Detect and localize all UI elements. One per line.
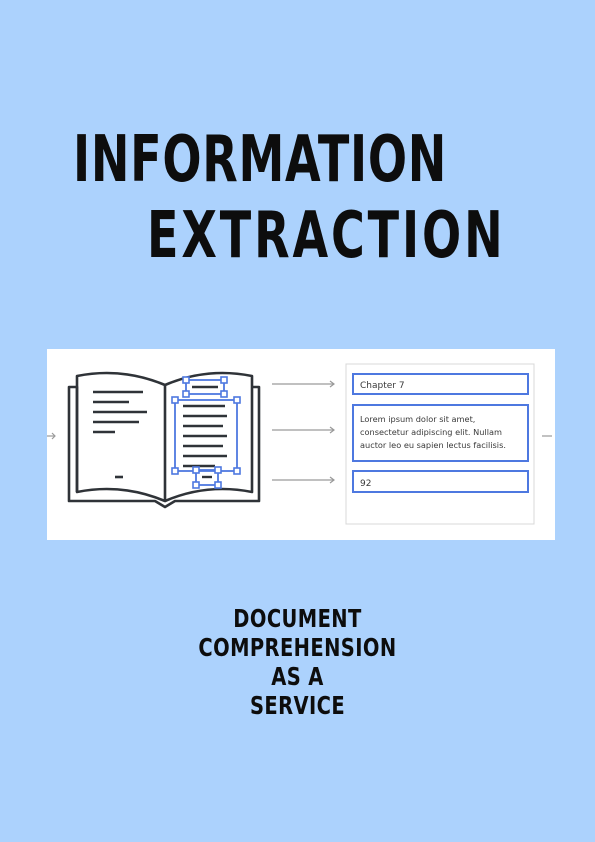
subtitle-line-4: SERVICE — [249, 691, 346, 720]
extracted-fields-card: Chapter 7 Lorem ipsum dolor sit amet, co… — [345, 363, 535, 525]
document-extraction-illustration: Chapter 7 Lorem ipsum dolor sit amet, co… — [47, 349, 555, 540]
selection-handles — [171, 376, 241, 489]
selection-box-page-number — [195, 469, 219, 486]
field-page-number-text: 92 — [360, 479, 371, 489]
title-line-1: INFORMATION — [73, 123, 448, 197]
subtitle-line-3: AS A — [271, 662, 324, 691]
field-heading-box — [352, 373, 529, 395]
field-body-line-2: consectetur adipiscing elit. Nullam — [360, 427, 502, 437]
field-body-box — [352, 404, 529, 462]
field-page-box — [352, 470, 529, 493]
title-line-2: EXTRACTION — [147, 199, 506, 273]
incoming-arrow-icon — [47, 432, 56, 440]
open-book-icon — [67, 371, 261, 509]
selection-box-body — [174, 399, 238, 472]
subtitle: DOCUMENT COMPREHENSION AS A SERVICE — [150, 604, 445, 720]
subtitle-line-2: COMPREHENSION — [198, 633, 397, 662]
field-body-line-3: auctor leo eu sapien lectus facilisis. — [360, 440, 506, 450]
subtitle-line-1: DOCUMENT — [233, 604, 362, 633]
field-heading-text: Chapter 7 — [360, 381, 405, 391]
extraction-arrow-icons — [272, 380, 335, 484]
field-body-line-1: Lorem ipsum dolor sit amet, — [360, 414, 475, 424]
selection-box-heading — [185, 379, 225, 395]
illustration-svg: Chapter 7 Lorem ipsum dolor sit amet, co… — [47, 363, 552, 525]
